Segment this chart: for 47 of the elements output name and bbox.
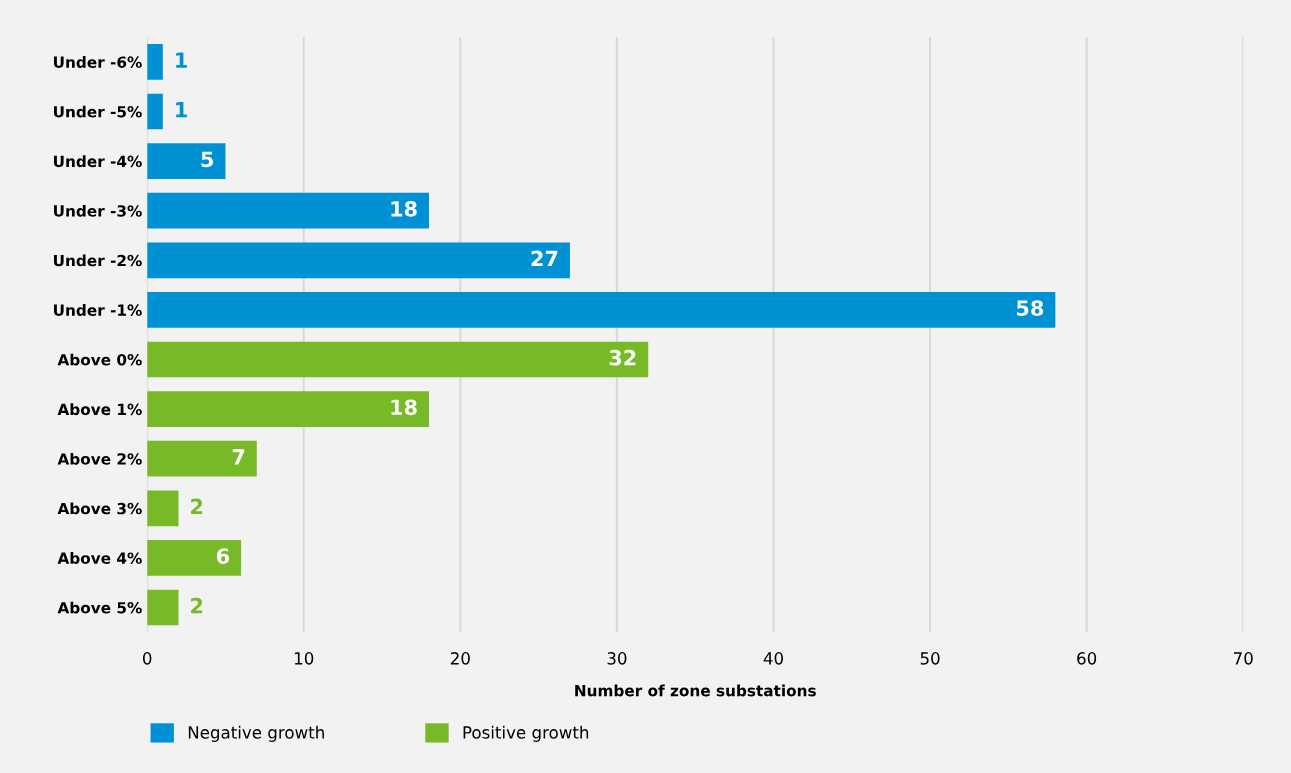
data-label: 7 — [232, 449, 245, 465]
y-tick-label: Under -2% — [54, 254, 142, 267]
y-tick-label: Above 0% — [57, 353, 142, 366]
data-label: 18 — [391, 200, 417, 217]
data-label: 6 — [216, 548, 230, 564]
bar — [147, 589, 179, 626]
data-label: 58 — [1016, 300, 1044, 316]
y-tick-label: Under -6% — [54, 56, 142, 68]
x-tick-label: 30 — [607, 652, 627, 665]
y-tick-label: Above 5% — [57, 601, 142, 614]
x-tick-label: 0 — [142, 652, 152, 665]
y-tick-label: Above 4% — [57, 552, 142, 564]
data-label: 2 — [191, 498, 203, 515]
bar — [147, 540, 242, 576]
data-label: 5 — [201, 151, 214, 168]
bar — [147, 292, 1056, 328]
y-tick-label: Under -4% — [54, 155, 142, 168]
data-label: 1 — [176, 52, 187, 68]
y-tick-label: Above 2% — [57, 452, 142, 465]
data-label: 32 — [609, 349, 636, 366]
legend-label: Negative growth — [188, 725, 324, 742]
bar — [147, 341, 649, 378]
y-tick-label: Under -3% — [54, 204, 142, 217]
data-label: 27 — [531, 250, 558, 267]
x-tick-label: 50 — [920, 652, 940, 665]
x-tick-label: 40 — [763, 652, 783, 665]
bar — [147, 440, 257, 477]
y-tick-label: Above 1% — [57, 403, 142, 416]
x-tick-label: 10 — [294, 652, 314, 665]
data-label: 18 — [391, 399, 417, 416]
y-tick-label: Above 3% — [57, 502, 142, 515]
bar — [147, 242, 570, 279]
y-tick-label: Under -1% — [54, 304, 142, 316]
x-tick-label: 60 — [1077, 652, 1097, 665]
y-tick-label: Under -5% — [54, 105, 142, 118]
bar — [147, 192, 430, 229]
bar — [147, 143, 226, 179]
x-tick-label: 70 — [1234, 652, 1253, 665]
bar — [147, 490, 179, 527]
bar — [147, 44, 163, 80]
data-label: 2 — [191, 597, 203, 614]
bar — [147, 391, 430, 427]
legend-label: Positive growth — [463, 725, 589, 742]
data-label: 1 — [176, 102, 187, 118]
x-tick-label: 20 — [450, 652, 470, 665]
x-axis-title: Number of zone substations — [575, 684, 816, 697]
bar — [147, 93, 163, 130]
